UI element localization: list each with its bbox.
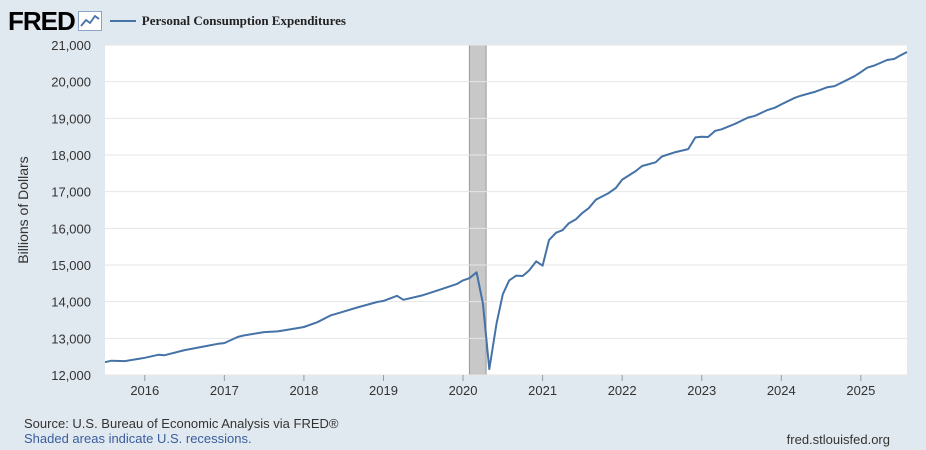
x-tick-label: 2016 xyxy=(130,383,159,398)
fred-logo[interactable]: FRED xyxy=(8,6,76,36)
legend-line-swatch xyxy=(109,20,136,22)
y-tick-label: 19,000 xyxy=(51,111,91,126)
x-tick-label: 2025 xyxy=(846,383,875,398)
chart-header: FRED Personal Consumption Expenditures xyxy=(8,6,346,36)
source-note: Source: U.S. Bureau of Economic Analysis… xyxy=(24,416,339,431)
y-tick-label: 15,000 xyxy=(51,258,91,273)
y-tick-label: 13,000 xyxy=(51,331,91,346)
chart-footer: Source: U.S. Bureau of Economic Analysis… xyxy=(24,416,338,446)
legend-series-label: Personal Consumption Expenditures xyxy=(141,13,346,28)
x-tick-label: 2023 xyxy=(687,383,716,398)
y-tick-label: 20,000 xyxy=(51,75,91,90)
x-tick-label: 2021 xyxy=(528,383,557,398)
x-tick-label: 2022 xyxy=(608,383,637,398)
y-tick-label: 21,000 xyxy=(51,38,91,53)
recession-note-link[interactable]: Shaded areas indicate U.S. recessions. xyxy=(24,431,252,446)
plot-area xyxy=(105,45,907,375)
recession-band xyxy=(468,44,487,376)
x-tick-label: 2018 xyxy=(289,383,318,398)
y-tick-label: 14,000 xyxy=(51,295,91,310)
y-axis-label: Billions of Dollars xyxy=(15,156,31,263)
x-tick-label: 2019 xyxy=(369,383,398,398)
line-chart: 12,000 13,000 14,000 15,000 16,000 17,000 18,0… xyxy=(15,38,908,398)
series-line-pce[interactable] xyxy=(104,51,908,371)
x-tick-label: 2020 xyxy=(449,383,478,398)
y-tick-label: 12,000 xyxy=(51,368,91,383)
x-tick-label: 2017 xyxy=(210,383,239,398)
y-tick-label: 16,000 xyxy=(51,221,91,236)
site-url[interactable]: fred.stlouisfed.org xyxy=(786,432,890,447)
fred-chart-icon xyxy=(77,11,102,31)
y-tick-label: 18,000 xyxy=(51,148,91,163)
x-tick-label: 2024 xyxy=(767,383,796,398)
y-tick-label: 17,000 xyxy=(51,185,91,200)
